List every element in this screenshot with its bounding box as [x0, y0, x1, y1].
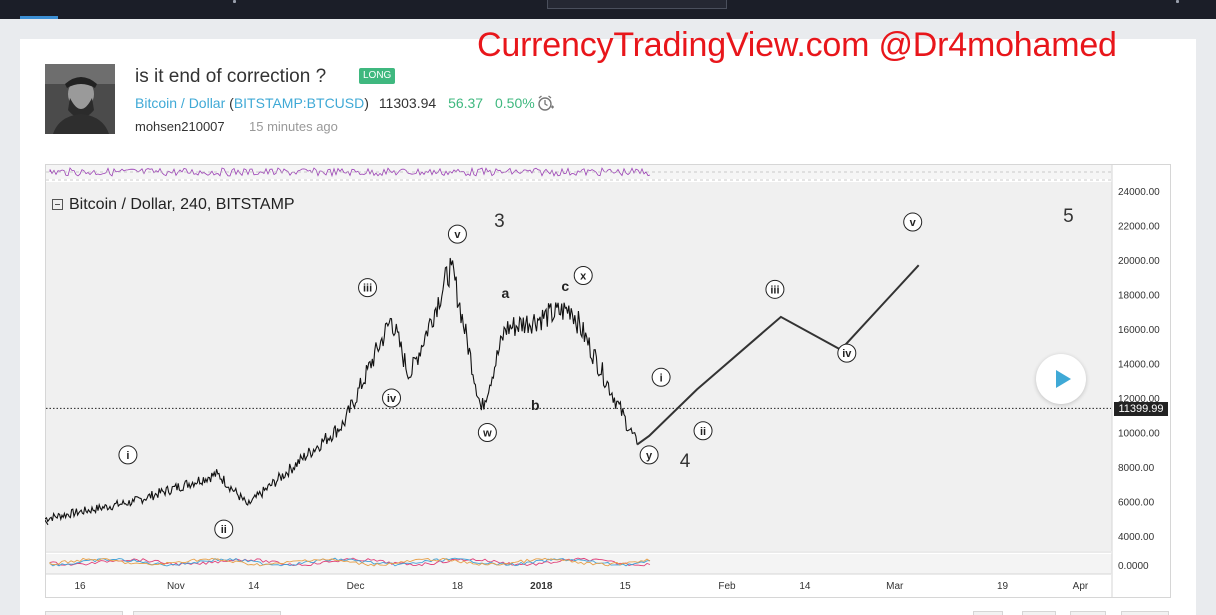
wave-label-circle [651, 367, 671, 387]
long-badge: LONG [359, 68, 396, 84]
wave-label-text: ii [221, 524, 227, 536]
publish-time: 15 minutes ago [249, 119, 338, 134]
x-tick-label: 14 [799, 581, 811, 592]
wave-label-text: ii [700, 426, 706, 438]
y-tick-label: 16000.00 [1118, 325, 1160, 336]
x-tick-label: 15 [620, 581, 632, 592]
author-avatar[interactable] [45, 64, 115, 134]
y-tick-label: 10000.00 [1118, 429, 1160, 440]
wave-label-circle [765, 279, 785, 299]
wave-label-text: iii [770, 284, 779, 296]
oscillator-top-pane [46, 165, 1112, 179]
x-tick-label: Mar [886, 581, 904, 592]
bottom-action-1[interactable] [973, 611, 1003, 615]
symbol-line: Bitcoin / Dollar (BITSTAMP:BTCUSD) 11303… [135, 95, 535, 111]
y-tick-label: 8000.00 [1118, 463, 1155, 474]
y-tick-label: 12000.00 [1118, 394, 1160, 405]
x-axis: 16 Nov 14 Dec 18 2018 15 Feb 14 Mar 19 Apr [74, 581, 1088, 592]
wave-label-circle [693, 421, 713, 441]
bottom-tab-1[interactable] [45, 611, 123, 615]
search-input[interactable] [547, 0, 727, 9]
y-tick-label: 14000.00 [1118, 360, 1160, 371]
oscillator-bottom-line-orange [49, 557, 651, 567]
correction-wave-label: a [501, 285, 509, 301]
symbol-name-link[interactable]: Bitcoin / Dollar [135, 95, 226, 111]
x-tick-label: 2018 [530, 581, 553, 592]
projected-wave-path [636, 264, 920, 446]
wave-label-text: i [660, 372, 663, 384]
wave-label-text: v [910, 217, 917, 229]
major-wave-label: 3 [494, 211, 505, 232]
wave-label-circle [903, 212, 923, 232]
user-menu-icon[interactable] [1176, 0, 1179, 3]
wave-label-text: v [454, 229, 461, 241]
collapse-legend-icon[interactable] [52, 199, 63, 210]
x-tick-label: 14 [248, 581, 260, 592]
wave-label-circle [447, 224, 467, 244]
price-chart[interactable]: 24000.00 22000.00 20000.00 18000.00 16000.00… [45, 164, 1171, 598]
oscillator-bottom-pane [46, 554, 1112, 574]
bottom-action-3[interactable] [1070, 611, 1106, 615]
last-price: 11303.94 [378, 95, 437, 111]
x-tick-label: Apr [1073, 581, 1089, 592]
alarm-clock-icon[interactable] [537, 94, 555, 112]
play-replay-button[interactable] [1036, 354, 1086, 404]
wave-label-text: iii [363, 283, 372, 295]
wave-label-circle [837, 343, 857, 363]
paren-close: ) [364, 95, 369, 111]
oscillator-tick-label: 0.0000 [1118, 561, 1149, 572]
main-price-pane [46, 182, 1112, 551]
wave-label-text: x [580, 271, 587, 283]
active-tab-indicator[interactable] [20, 16, 58, 19]
wave-label-circle [358, 278, 378, 298]
price-change-percent: 0.50% [495, 95, 535, 111]
wave-label-circle [118, 445, 138, 465]
menu-dot [233, 0, 236, 3]
paren-open: ( [229, 95, 234, 111]
wave-label-text: i [126, 450, 129, 462]
bottom-action-2[interactable] [1022, 611, 1056, 615]
bottom-action-4[interactable] [1121, 611, 1169, 615]
wave-label-circle [382, 388, 402, 408]
author-name[interactable]: mohsen210007 [135, 119, 225, 134]
x-tick-label: Feb [718, 581, 736, 592]
major-wave-label: 5 [1063, 206, 1074, 227]
y-tick-label: 18000.00 [1118, 291, 1160, 302]
top-navigation-bar [0, 0, 1216, 19]
x-tick-label: 18 [452, 581, 464, 592]
correction-wave-label: b [531, 397, 540, 413]
x-tick-label: Dec [347, 581, 365, 592]
x-tick-label: Nov [167, 581, 185, 592]
bottom-tab-2[interactable] [133, 611, 281, 615]
y-tick-label: 4000.00 [1118, 532, 1155, 543]
y-tick-label: 24000.00 [1118, 187, 1160, 198]
symbol-code-link[interactable]: BITSTAMP:BTCUSD [233, 95, 365, 111]
chart-legend-text: Bitcoin / Dollar, 240, BITSTAMP [69, 196, 295, 213]
wave-label-text: iv [842, 348, 852, 360]
major-wave-label: 4 [680, 451, 691, 472]
chart-legend: Bitcoin / Dollar, 240, BITSTAMP [52, 196, 295, 214]
price-change: 56.37 [448, 95, 484, 111]
btc-price-series [45, 257, 638, 526]
wave-label-circle [214, 519, 234, 539]
x-tick-label: 19 [997, 581, 1009, 592]
wave-label-text: w [482, 428, 492, 440]
wave-label-circle [639, 445, 659, 465]
y-tick-label: 22000.00 [1118, 222, 1160, 233]
oscillator-bottom-line-red [49, 557, 651, 567]
oscillator-top-line [49, 166, 651, 178]
wave-label-text: iv [387, 393, 397, 405]
correction-wave-label: c [561, 278, 569, 294]
wave-label-circle [477, 423, 497, 442]
wave-label-circle [573, 266, 593, 286]
watermark-text: CurrencyTradingView.com @Dr4mohamed [477, 26, 1117, 64]
x-tick-label: 16 [74, 581, 86, 592]
current-price-label: 11399.99 [1114, 402, 1168, 416]
y-tick-label: 20000.00 [1118, 256, 1160, 267]
idea-title[interactable]: is it end of correction ? [135, 66, 327, 87]
y-tick-label: 6000.00 [1118, 498, 1155, 509]
y-axis: 24000.00 22000.00 20000.00 18000.00 16000.00… [1118, 187, 1160, 572]
wave-label-text: y [646, 450, 653, 462]
